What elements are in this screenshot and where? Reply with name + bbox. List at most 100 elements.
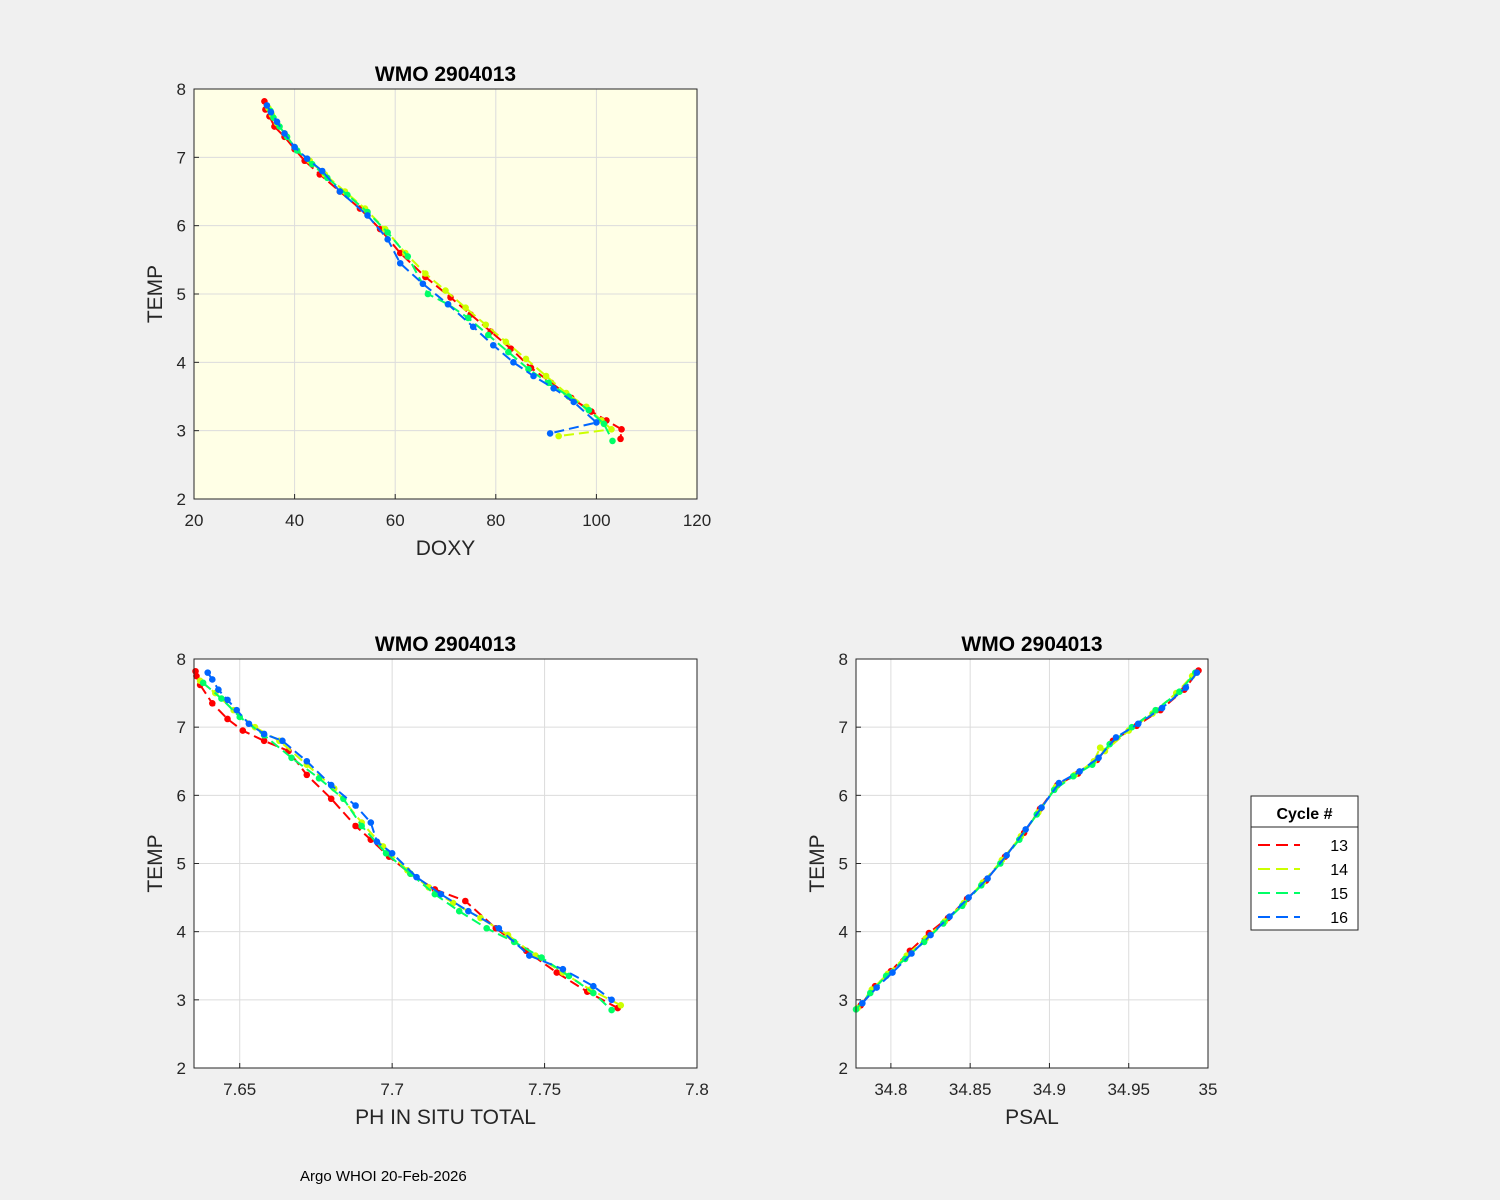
doxy-x-tick-label: 40 — [285, 511, 304, 530]
ph-series-16-point — [437, 890, 445, 898]
doxy-series-16-point — [546, 430, 554, 437]
ph-y-tick-label: 2 — [177, 1059, 186, 1078]
ph-series-16-point — [495, 924, 503, 932]
psal-series-16-point — [984, 875, 991, 882]
psal-y-tick-label: 7 — [839, 718, 848, 737]
ph-series-16-point — [367, 819, 375, 826]
psal-y-tick-label: 6 — [839, 786, 848, 805]
doxy-series-16-point — [530, 372, 537, 380]
ph-series-15-point — [199, 679, 207, 687]
psal-series-16-point — [1193, 669, 1201, 676]
doxy-series-16-point — [469, 323, 477, 331]
psal-series-16-point — [1038, 804, 1045, 811]
psal-series-16-point — [1095, 754, 1102, 762]
psal-series-15-point — [1069, 772, 1077, 780]
doxy-series-14-point — [608, 426, 615, 433]
doxy-series-16-point — [419, 280, 427, 288]
psal-series-16-point — [1182, 684, 1190, 691]
ph-series-16-line — [206, 672, 613, 1001]
ph-series-16-point — [352, 802, 359, 809]
ph-series-13-point — [553, 969, 561, 976]
ph-series-15-point — [538, 954, 545, 961]
ph-series-15-point — [382, 849, 390, 857]
doxy-x-tick-label: 120 — [683, 511, 711, 530]
psal-series-16-point — [1076, 768, 1083, 775]
psal-y-axis-label: TEMP — [806, 834, 829, 892]
ph-series-16-point — [215, 686, 222, 693]
ph-x-tick-label: 7.65 — [223, 1080, 256, 1099]
doxy-y-axis-label: TEMP — [144, 265, 167, 323]
ph-series-15-point — [455, 907, 463, 915]
doxy-series-14-point — [442, 287, 449, 294]
doxy-series-16-point — [336, 188, 344, 195]
doxy-series-13-point — [618, 426, 625, 433]
ph-series-16-point — [260, 730, 268, 738]
ph-series-14-point — [617, 1001, 625, 1009]
ph-series-13-point — [239, 727, 247, 734]
ph-title: WMO 2904013 — [375, 633, 516, 656]
psal-axes-frame — [855, 658, 1209, 1069]
ph-series-13-point — [193, 672, 200, 680]
psal-series-16-point — [1158, 704, 1166, 712]
legend-label-13: 13 — [1330, 838, 1348, 855]
legend-label-15: 15 — [1330, 886, 1348, 903]
legend-label-16: 16 — [1330, 910, 1348, 927]
axes-psal-temp: 34.8 34.85 34.9 34.95 35 2 3 4 5 6 7 8 WMO 2904013 PS… — [806, 633, 1217, 1129]
ph-series-13-point — [352, 822, 359, 830]
ph-series-16-point — [608, 996, 615, 1004]
axes-ph-temp: 7.65 7.7 7.75 7.8 2 3 4 5 6 7 8 WMO 2904013 PH IN SI… — [144, 633, 709, 1129]
doxy-series-16-point — [281, 130, 288, 137]
doxy-y-tick-label: 5 — [177, 285, 186, 304]
doxy-series-16-point — [318, 167, 326, 175]
doxy-series-16-point — [364, 212, 371, 219]
ph-series-15-point — [590, 989, 597, 997]
psal-x-tick-label: 34.85 — [949, 1080, 992, 1099]
doxy-series-16-point — [291, 143, 298, 151]
ph-y-tick-label: 7 — [177, 718, 186, 737]
doxy-y-tick-label: 7 — [177, 148, 186, 167]
psal-y-tick-label: 5 — [839, 855, 848, 874]
footer-text: Argo WHOI 20-Feb-2026 — [300, 1168, 467, 1185]
doxy-series-13-point — [396, 249, 404, 257]
doxy-series-15-point — [404, 253, 412, 260]
doxy-series-16-point — [570, 398, 578, 406]
psal-series-16-point — [908, 950, 915, 957]
ph-y-tick-label: 8 — [177, 650, 186, 669]
doxy-series-16-point — [273, 118, 281, 126]
doxy-x-tick-label: 80 — [486, 511, 505, 530]
ph-series-15-point — [431, 890, 439, 898]
ph-series-13-point — [224, 715, 231, 723]
doxy-series-15-point — [484, 331, 492, 339]
doxy-series-15-point — [600, 420, 608, 428]
psal-series-15-point — [1176, 688, 1183, 696]
doxy-series-16-point — [550, 385, 557, 392]
psal-series-16-point — [946, 913, 953, 920]
ph-series-15-point — [218, 695, 225, 702]
ph-series-16-point — [303, 757, 311, 765]
psal-y-tick-label: 4 — [839, 923, 848, 942]
doxy-series-14-point — [555, 432, 562, 440]
doxy-series-16-point — [384, 236, 391, 243]
psal-x-tick-label: 34.95 — [1107, 1080, 1150, 1099]
ph-series-16-point — [327, 781, 335, 789]
doxy-title: WMO 2904013 — [375, 63, 516, 86]
psal-title: WMO 2904013 — [961, 633, 1102, 656]
psal-x-axis-label: PSAL — [1005, 1106, 1059, 1129]
ph-series-15-point — [358, 822, 365, 830]
psal-series-16-point — [965, 894, 972, 901]
ph-series-15-point — [315, 774, 323, 782]
psal-series-16-point — [873, 984, 880, 991]
doxy-series-16-point — [593, 419, 600, 426]
ph-series-16-point — [233, 706, 240, 714]
doxy-series-15-point — [424, 290, 432, 298]
ph-series-16-point — [590, 982, 597, 990]
doxy-series-15-point — [505, 348, 512, 356]
psal-y-tick-label: 2 — [839, 1059, 848, 1078]
psal-series-16-point — [1134, 720, 1142, 728]
ph-series-16-point — [388, 849, 396, 857]
ph-series-15-point — [483, 924, 490, 932]
psal-series-16-point — [859, 999, 866, 1007]
legend-label-14: 14 — [1330, 862, 1348, 879]
doxy-series-16-line — [266, 104, 599, 435]
